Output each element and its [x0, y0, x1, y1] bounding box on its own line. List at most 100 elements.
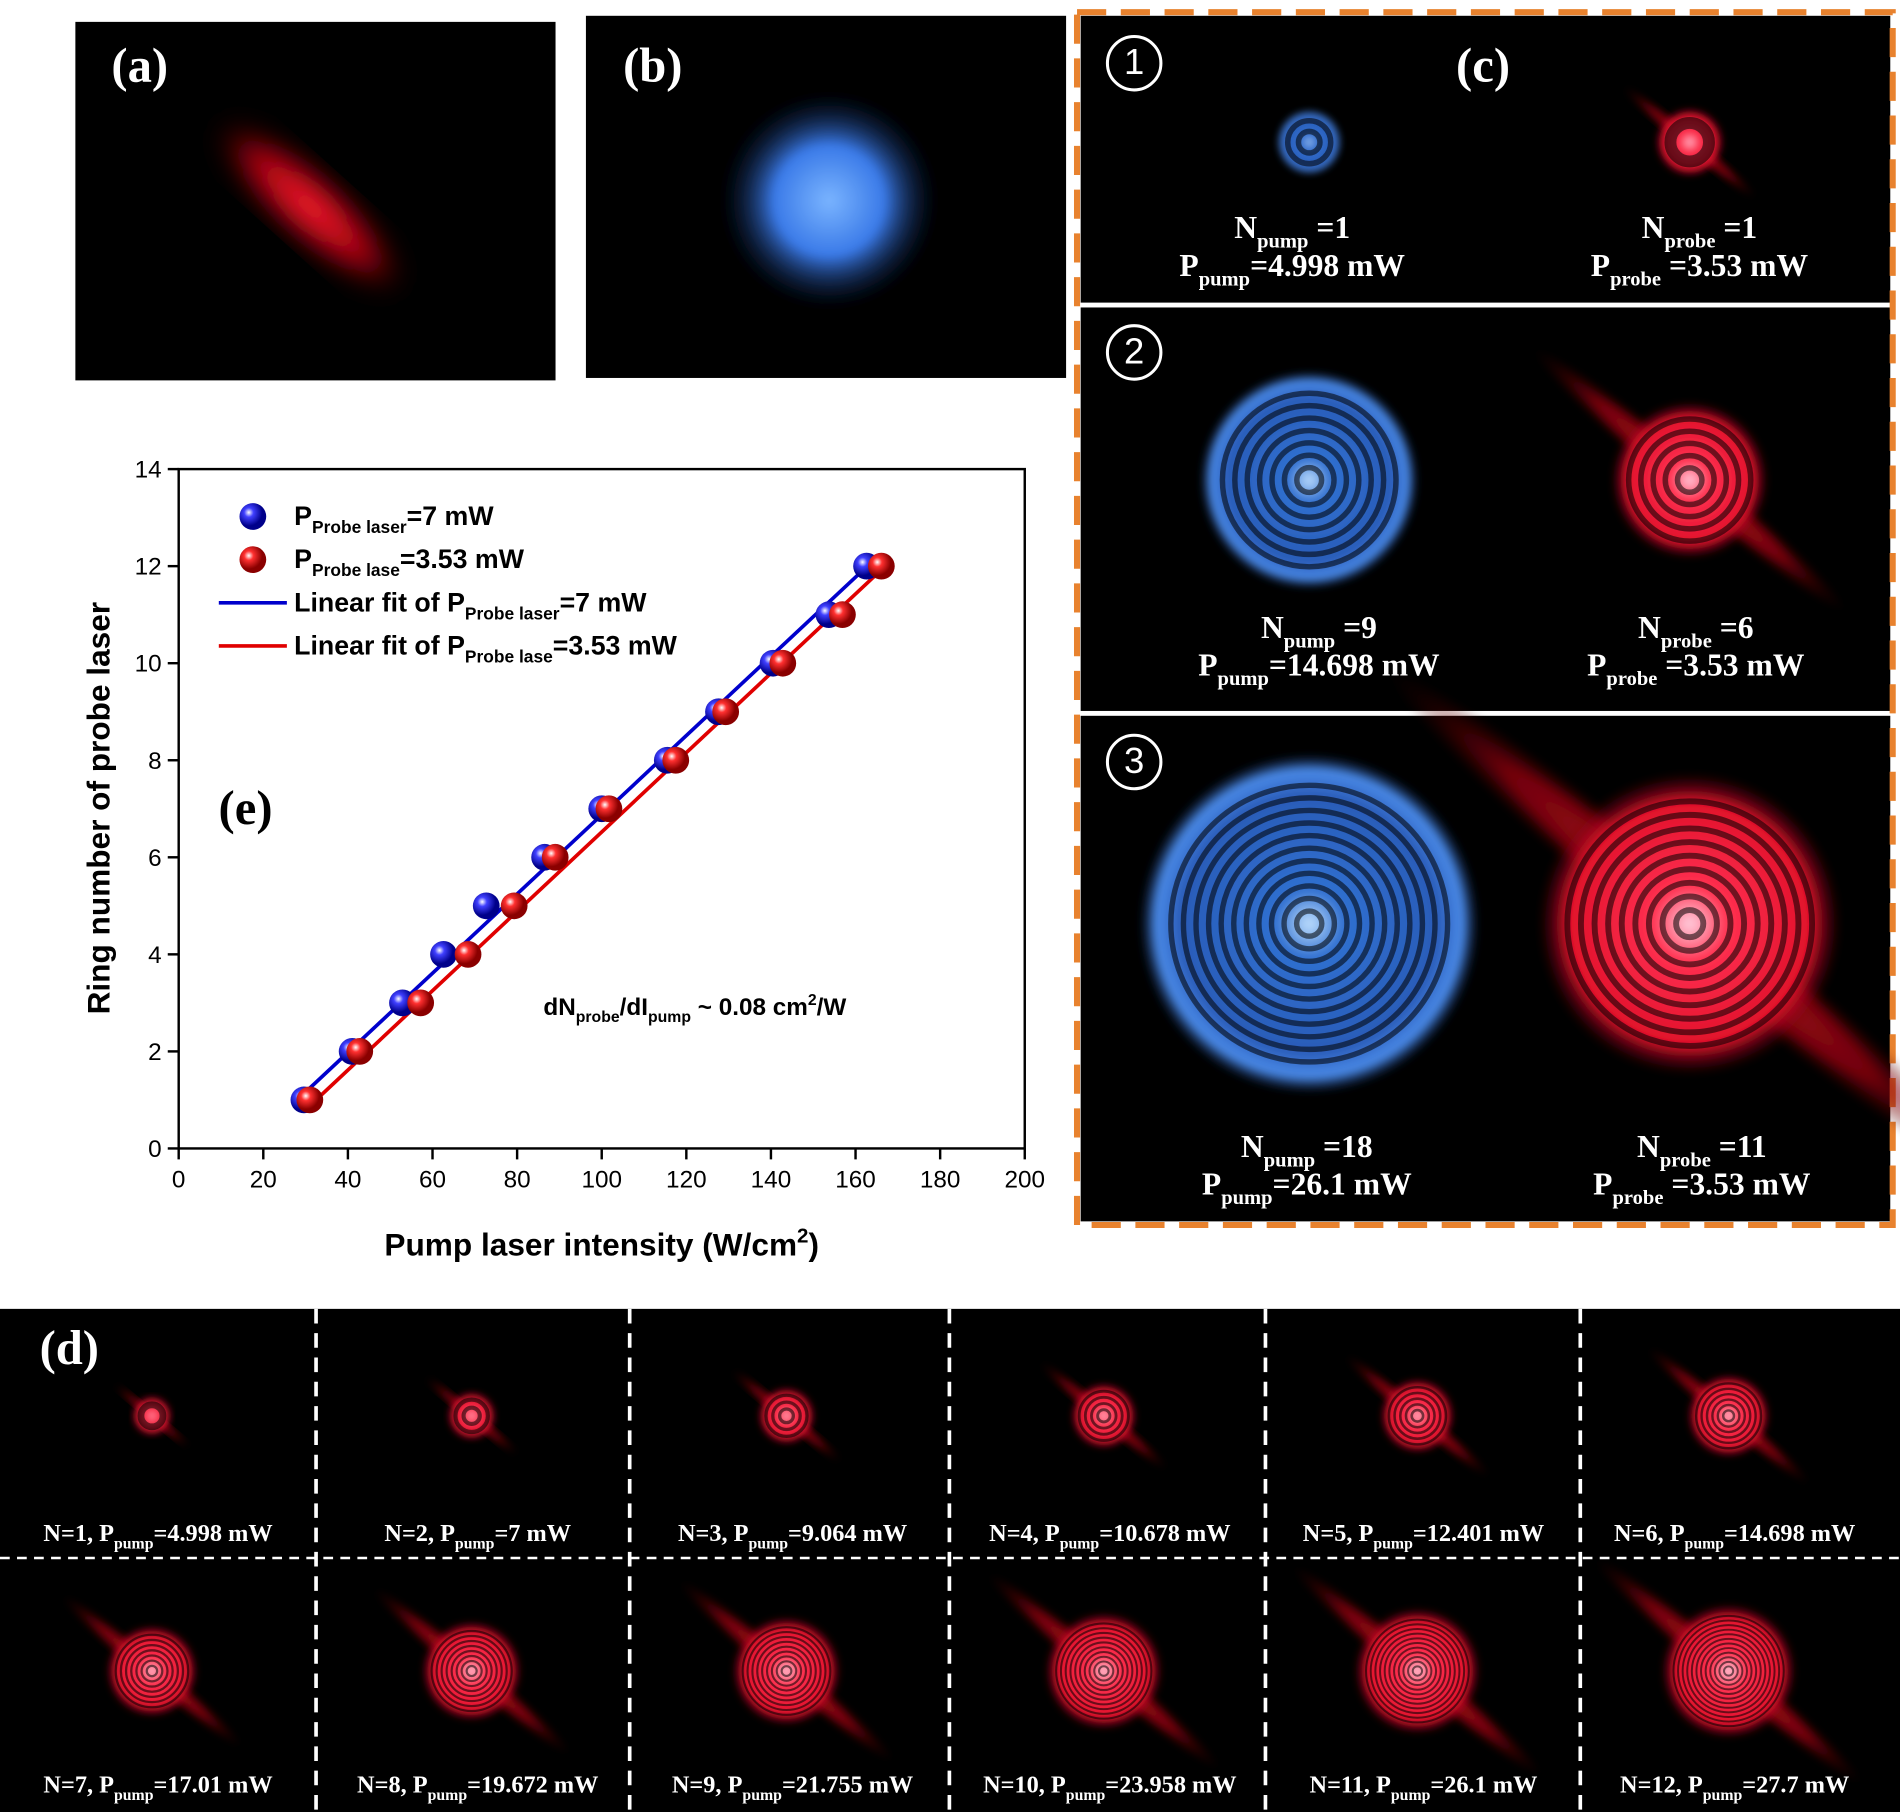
point — [500, 892, 528, 920]
ring — [1704, 1647, 1753, 1695]
x-tick-label: 180 — [920, 1166, 961, 1193]
ring — [124, 1643, 179, 1699]
legend-label: PProbe lase=3.53 mW — [294, 544, 525, 580]
ring — [1193, 807, 1426, 1040]
x-tick-label: 0 — [172, 1166, 186, 1193]
cell-label-part: =9.064 mW — [788, 1520, 907, 1547]
panel-label: (b) — [623, 39, 682, 93]
legend-label-part: =3.53 mW — [400, 544, 525, 574]
spot — [1199, 370, 1419, 590]
ring — [1404, 1403, 1431, 1429]
spot — [1380, 1378, 1455, 1453]
cell-label-part: N=12, P — [1620, 1772, 1703, 1799]
ring — [1700, 1642, 1758, 1700]
probe-count: Nprobe =6 — [1638, 610, 1754, 652]
ring — [440, 1639, 503, 1703]
legend-label-part: Probe lase — [465, 646, 553, 666]
ring — [1088, 1655, 1120, 1687]
cell-label-part: pump — [1685, 1535, 1725, 1552]
ring — [1374, 1627, 1461, 1715]
ring — [1618, 852, 1761, 995]
panel-label: (c) — [1456, 39, 1510, 93]
point — [407, 989, 435, 1017]
ring — [455, 1654, 488, 1688]
ring — [1716, 1403, 1741, 1428]
ring — [1402, 1656, 1433, 1687]
legend-label: Linear fit of PProbe lase=3.53 mW — [294, 630, 677, 666]
ring — [780, 1665, 793, 1677]
pump-power-part: pump — [1199, 268, 1250, 290]
ring — [1718, 1660, 1739, 1682]
probe-count-part: probe — [1661, 631, 1712, 653]
probe-power-part: P — [1593, 1167, 1612, 1202]
cell-label-part: pump — [1066, 1787, 1106, 1804]
ring — [1638, 428, 1742, 532]
ring — [1681, 1624, 1776, 1718]
legend-label-part: =7 mW — [560, 587, 648, 617]
cell-label-part: pump — [742, 1787, 782, 1804]
cell-label-part: =4.998 mW — [153, 1520, 272, 1547]
cell-label-part: =27.7 mW — [1742, 1772, 1849, 1799]
pump-count-part: =1 — [1308, 210, 1350, 245]
ring — [137, 1401, 167, 1431]
cell-label: N=6, Ppump=14.698 mW — [1614, 1520, 1855, 1552]
pump-count-part: N — [1241, 1129, 1264, 1164]
panel-c-border — [1073, 9, 1896, 1229]
probe-count-part: probe — [1664, 231, 1715, 253]
ring — [1365, 1618, 1470, 1724]
ring — [1605, 839, 1775, 1009]
ring — [1231, 845, 1388, 1002]
ring — [1096, 1408, 1112, 1424]
ring — [1281, 895, 1338, 952]
ring — [1677, 1619, 1781, 1723]
cell-label-part: N=4, P — [989, 1520, 1060, 1547]
ring — [1625, 416, 1754, 544]
ring — [1244, 415, 1374, 545]
spot — [1661, 1603, 1797, 1739]
ring — [1672, 1614, 1785, 1728]
cell-label: N=11, Ppump=26.1 mW — [1310, 1772, 1538, 1804]
probe-count-part: =11 — [1711, 1129, 1767, 1164]
legend-label-part: =3.53 mW — [553, 630, 678, 660]
ring — [1268, 883, 1350, 965]
ring — [746, 1630, 827, 1712]
point — [867, 552, 895, 580]
x-axis-title-part: Pump laser intensity (W/cm — [384, 1226, 797, 1262]
x-tick-label: 20 — [250, 1166, 277, 1193]
probe-count: Nprobe =1 — [1642, 210, 1758, 252]
x-tick-label: 120 — [666, 1166, 707, 1193]
ring — [1294, 464, 1325, 496]
ring — [1690, 1633, 1767, 1709]
probe-count-part: N — [1637, 1129, 1660, 1164]
ring — [1673, 907, 1707, 941]
ring — [1369, 1623, 1466, 1719]
x-tick-label: 40 — [334, 1166, 361, 1193]
ring — [119, 1638, 185, 1704]
ring — [1686, 1628, 1771, 1714]
cell-label-part: =12.401 mW — [1413, 1520, 1544, 1547]
cell-label: N=2, Ppump=7 mW — [384, 1520, 571, 1552]
pump-power-part: P — [1198, 648, 1217, 683]
ring — [756, 1640, 817, 1702]
ring — [761, 1645, 812, 1697]
ring — [1711, 1398, 1747, 1434]
cell-label-part: pump — [114, 1787, 154, 1804]
ring — [1083, 1395, 1124, 1436]
ring — [1393, 1646, 1442, 1696]
ring — [1632, 866, 1748, 981]
pump-power: Ppump=4.998 mW — [1179, 248, 1405, 290]
cell-label-part: =21.755 mW — [782, 1772, 913, 1799]
legend-label-part: Probe lase — [312, 560, 400, 580]
probe-count-part: N — [1642, 210, 1665, 245]
x-axis-title-part: ) — [808, 1226, 819, 1262]
cell-label-part: pump — [1391, 1787, 1431, 1804]
ring — [1397, 1651, 1438, 1691]
ring — [778, 1407, 795, 1425]
ring — [1243, 858, 1375, 990]
ring — [1659, 893, 1720, 954]
ring — [1069, 1636, 1139, 1706]
panel-label: (e) — [219, 781, 273, 835]
ring — [1577, 811, 1802, 1036]
